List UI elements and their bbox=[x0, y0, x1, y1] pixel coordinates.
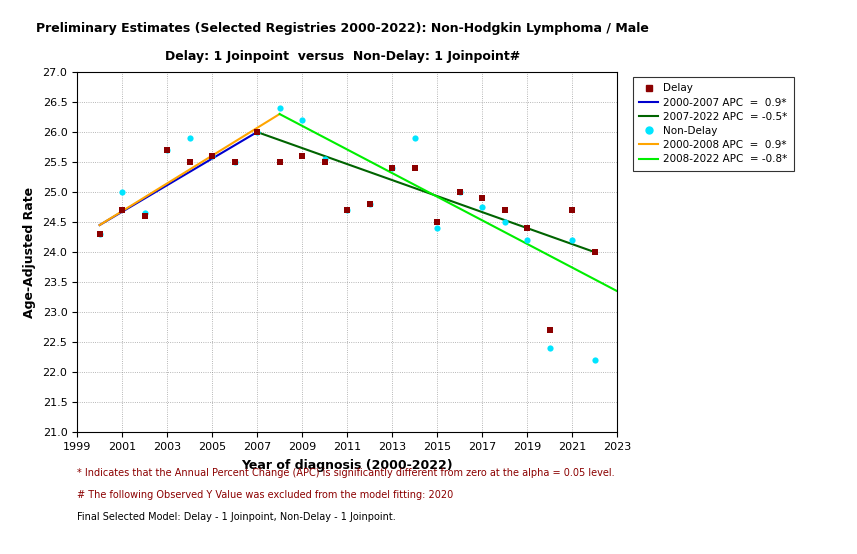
Point bbox=[138, 209, 152, 218]
Point bbox=[340, 206, 354, 214]
Legend: Delay, 2000-2007 APC  =  0.9*, 2007-2022 APC  = -0.5*, Non-Delay, 2000-2008 APC : Delay, 2000-2007 APC = 0.9*, 2007-2022 A… bbox=[633, 77, 794, 171]
Point bbox=[273, 104, 286, 112]
Text: # The following Observed Y Value was excluded from the model fitting: 2020: # The following Observed Y Value was exc… bbox=[77, 490, 453, 500]
Point bbox=[452, 188, 466, 197]
Point bbox=[408, 134, 422, 142]
Point bbox=[273, 158, 286, 167]
Point bbox=[542, 326, 556, 335]
Point bbox=[475, 203, 488, 212]
Point bbox=[385, 163, 399, 172]
Point bbox=[205, 152, 219, 161]
Point bbox=[295, 116, 309, 125]
Point bbox=[228, 158, 242, 167]
Point bbox=[183, 134, 196, 142]
Text: Delay: 1 Joinpoint  versus  Non-Delay: 1 Joinpoint#: Delay: 1 Joinpoint versus Non-Delay: 1 J… bbox=[165, 50, 520, 63]
Point bbox=[408, 163, 422, 172]
Point bbox=[160, 146, 174, 155]
Point bbox=[340, 206, 354, 214]
Point bbox=[138, 212, 152, 220]
Point bbox=[542, 343, 556, 352]
Point bbox=[498, 206, 512, 214]
Point bbox=[566, 206, 579, 214]
Point bbox=[498, 218, 512, 227]
Point bbox=[430, 224, 444, 233]
Point bbox=[115, 188, 129, 197]
Point bbox=[93, 230, 106, 239]
Point bbox=[205, 152, 219, 161]
Point bbox=[93, 230, 106, 239]
Point bbox=[520, 235, 534, 244]
Point bbox=[363, 199, 376, 208]
Point bbox=[363, 199, 376, 208]
Point bbox=[520, 224, 534, 233]
Point bbox=[250, 127, 264, 136]
Text: Final Selected Model: Delay - 1 Joinpoint, Non-Delay - 1 Joinpoint.: Final Selected Model: Delay - 1 Joinpoin… bbox=[77, 512, 396, 522]
Point bbox=[566, 235, 579, 244]
Point bbox=[430, 218, 444, 227]
Point bbox=[295, 152, 309, 161]
Point bbox=[588, 248, 602, 257]
Point bbox=[385, 163, 399, 172]
X-axis label: Year of diagnosis (2000-2022): Year of diagnosis (2000-2022) bbox=[242, 459, 452, 472]
Point bbox=[452, 188, 466, 197]
Point bbox=[228, 158, 242, 167]
Point bbox=[318, 158, 332, 167]
Point bbox=[250, 127, 264, 136]
Point bbox=[588, 356, 602, 365]
Point bbox=[115, 206, 129, 214]
Point bbox=[160, 146, 174, 155]
Point bbox=[318, 155, 332, 163]
Point bbox=[475, 194, 488, 203]
Text: * Indicates that the Annual Percent Change (APC) is significantly different from: * Indicates that the Annual Percent Chan… bbox=[77, 468, 614, 478]
Y-axis label: Age-Adjusted Rate: Age-Adjusted Rate bbox=[22, 187, 36, 317]
Point bbox=[183, 158, 196, 167]
Text: Preliminary Estimates (Selected Registries 2000-2022): Non-Hodgkin Lymphoma / Ma: Preliminary Estimates (Selected Registri… bbox=[36, 22, 650, 35]
